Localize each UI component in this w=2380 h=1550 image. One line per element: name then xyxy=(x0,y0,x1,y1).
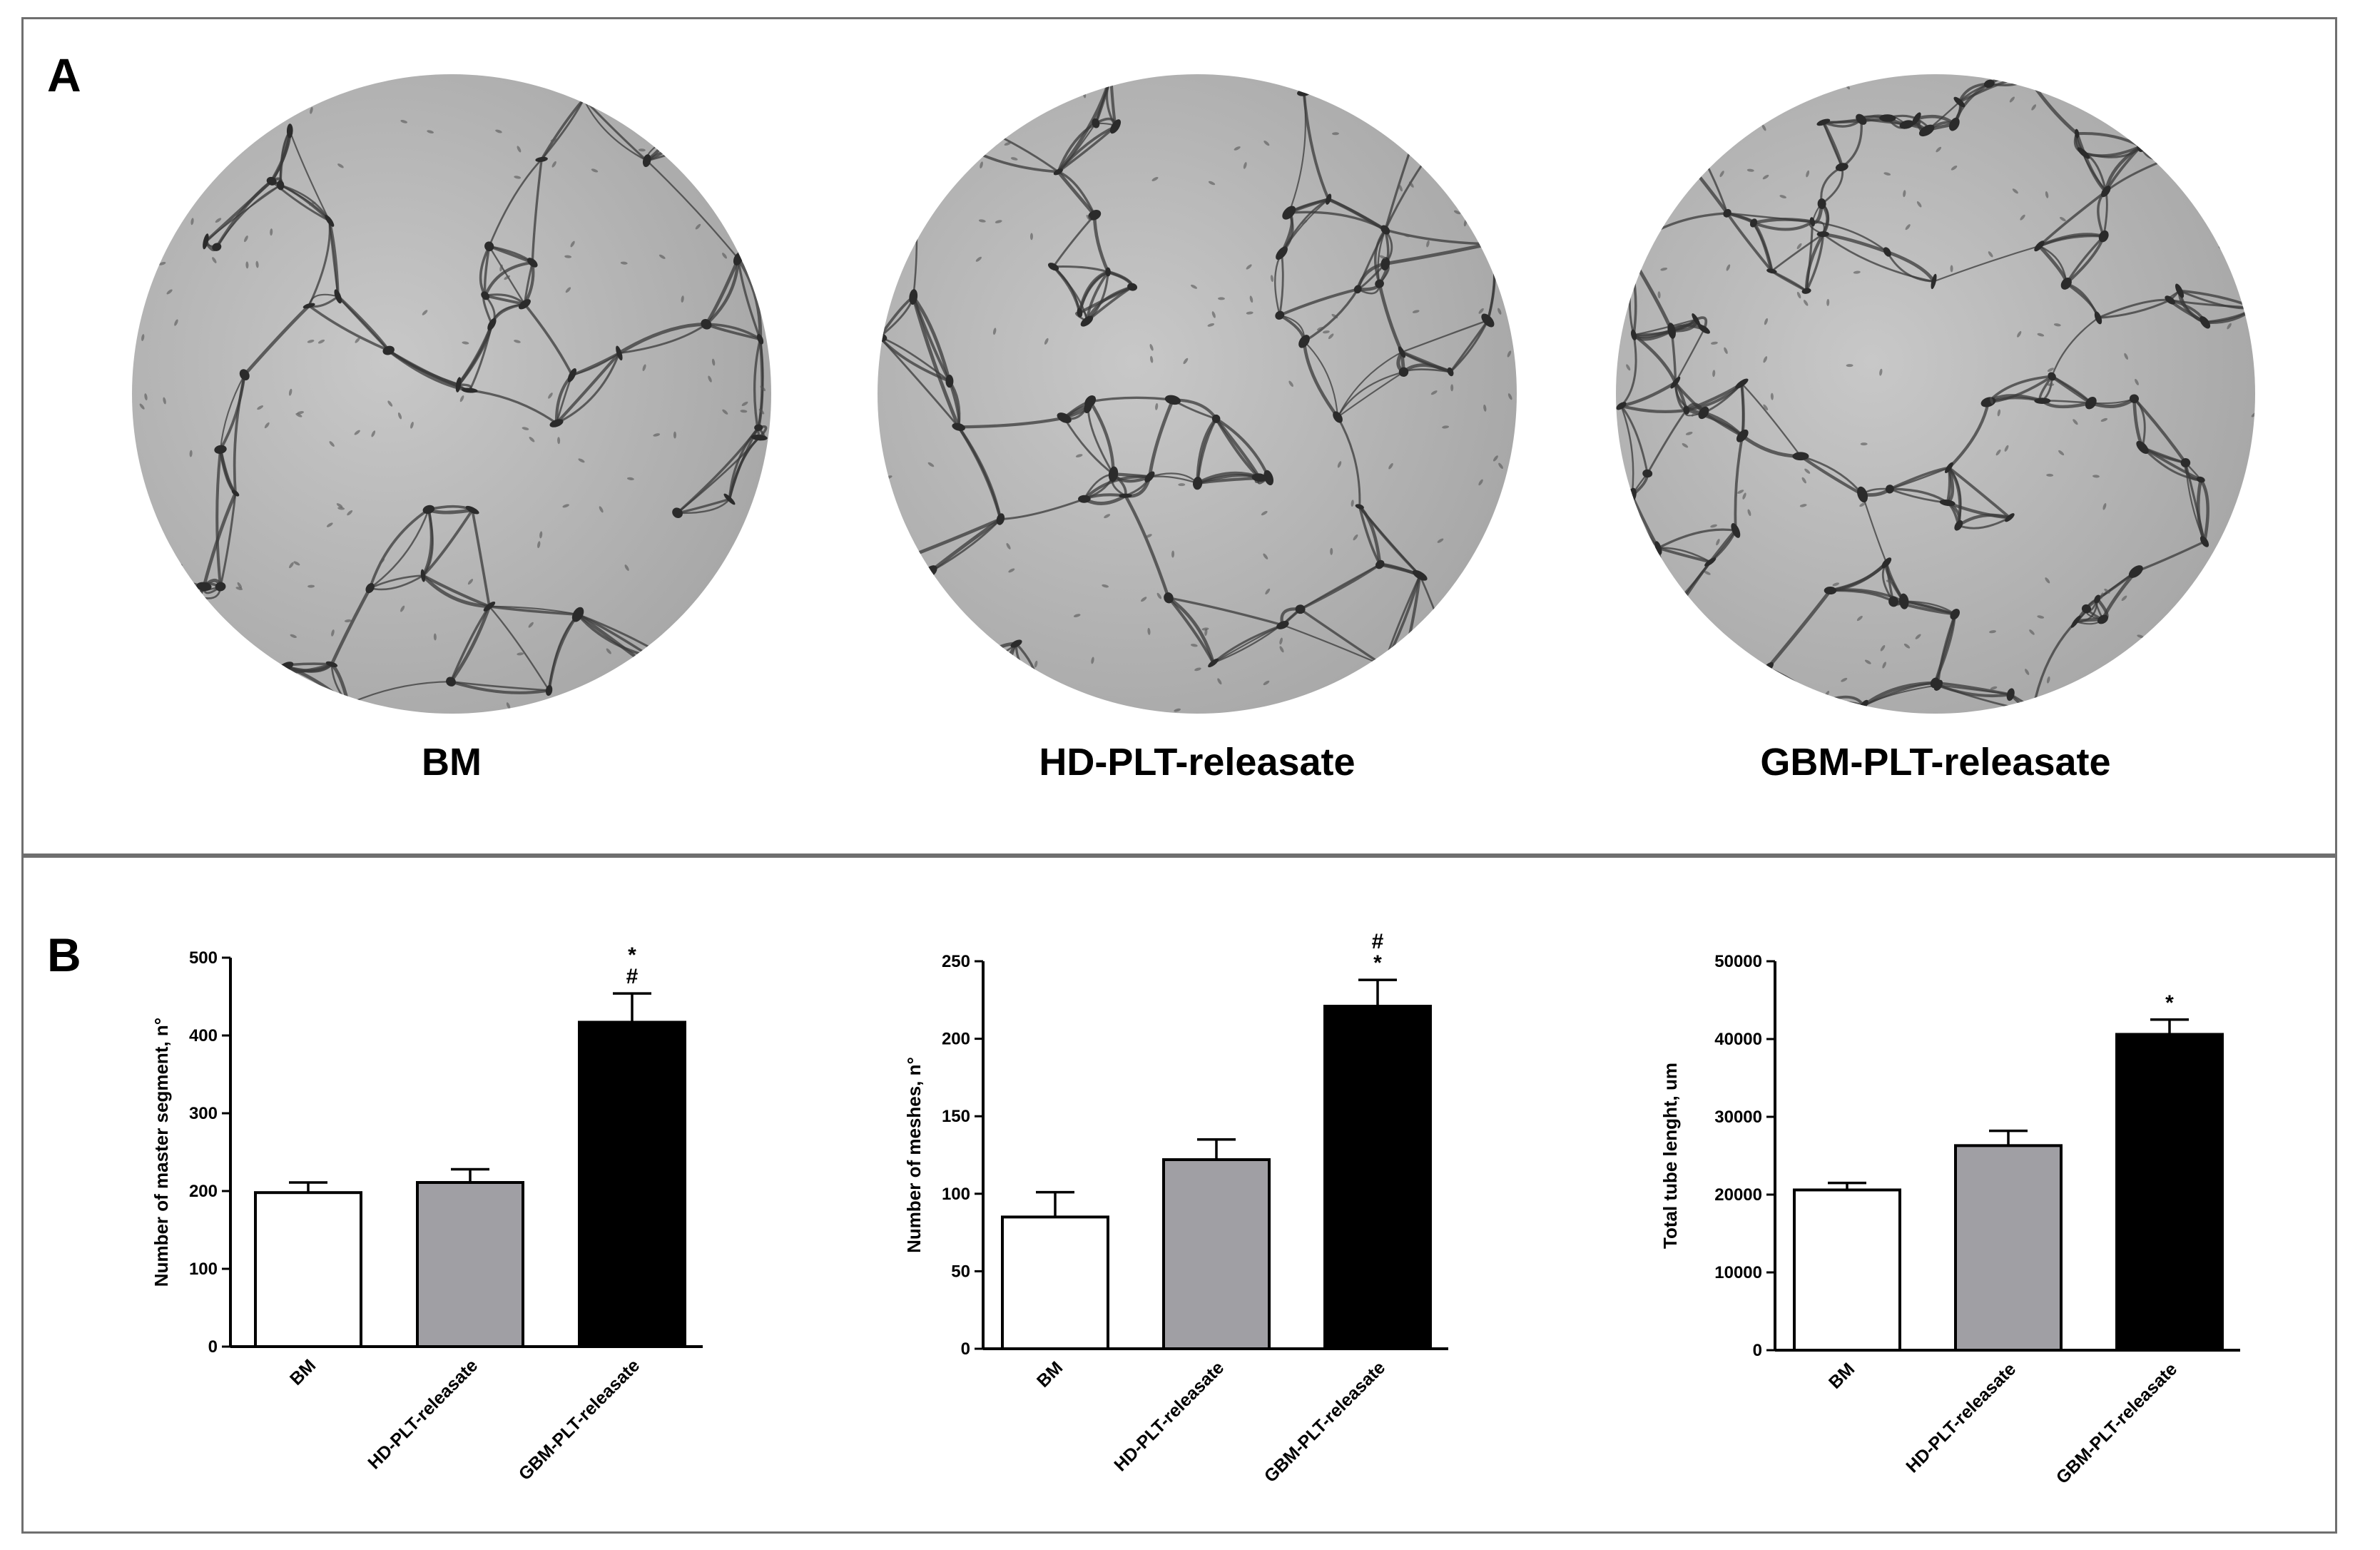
chart-tube-length: 0 10000 20000 30000 40000 50000 Total tube len… xyxy=(1622,901,2321,1514)
x-tick-label: GBM-PLT-releasate xyxy=(2053,1359,2182,1488)
panel-b-letter: B xyxy=(47,928,81,981)
x-tick-label: BM xyxy=(1033,1357,1067,1391)
y-tick-label: 100 xyxy=(942,1185,970,1204)
panel-a-letter: A xyxy=(47,49,81,101)
chart-meshes: 0 50 100 150 200 250 Number of meshes, n° BM HD-… xyxy=(880,901,1522,1514)
y-tick-label: 0 xyxy=(208,1337,218,1357)
y-tick-label: 200 xyxy=(189,1182,218,1201)
y-tick-label: 200 xyxy=(942,1030,970,1049)
y-tick-label: 300 xyxy=(189,1104,218,1123)
bar xyxy=(1793,1188,1901,1352)
x-tick-label: BM xyxy=(286,1355,320,1389)
plot-area: 0 100 200 300 400 500 Number of master segment… xyxy=(151,943,703,1484)
micrograph-gbm xyxy=(1614,73,2257,715)
y-tick-label: 400 xyxy=(189,1026,218,1045)
tube-formation-micrograph-icon xyxy=(878,74,1517,714)
micrograph-bm xyxy=(131,73,773,715)
y-tick-label: 50000 xyxy=(1714,952,1762,971)
y-tick-label: 150 xyxy=(942,1107,970,1126)
y-axis-label: Number of meshes, n° xyxy=(903,1057,925,1253)
plot-area: 0 50 100 150 200 250 Number of meshes, n° BM HD-… xyxy=(903,930,1448,1486)
y-tick-label: 40000 xyxy=(1714,1030,1762,1049)
y-tick-label: 0 xyxy=(961,1339,970,1359)
micrograph-label-gbm: GBM-PLT-releasate xyxy=(1760,741,2111,784)
significance-label: * xyxy=(628,943,636,967)
bar xyxy=(2115,1033,2224,1352)
bar xyxy=(1162,1158,1271,1350)
x-tick-label: BM xyxy=(1825,1359,1858,1392)
y-tick-label: 50 xyxy=(951,1262,970,1281)
panel-b: B 0 100 200 300 400 500 Number of master segme… xyxy=(21,856,2337,1534)
bar xyxy=(578,1020,686,1348)
x-tick-label: HD-PLT-releasate xyxy=(1902,1359,2020,1476)
y-axis-label: Total tube lenght, um xyxy=(1659,1063,1681,1249)
x-tick-label: GBM-PLT-releasate xyxy=(515,1355,644,1484)
bar xyxy=(1001,1215,1109,1350)
y-tick-label: 100 xyxy=(189,1260,218,1279)
x-tick-label: GBM-PLT-releasate xyxy=(1261,1357,1390,1486)
x-tick-label: HD-PLT-releasate xyxy=(364,1355,482,1473)
bar xyxy=(1954,1144,2063,1352)
bar xyxy=(1323,1004,1432,1350)
y-tick-label: 500 xyxy=(189,948,218,968)
panel-a: A BM HD-PLT-releasate GBM-PLT-releasate xyxy=(21,17,2337,856)
significance-label: # xyxy=(1372,930,1384,953)
significance-label: * xyxy=(1373,951,1382,975)
significance-label: * xyxy=(2165,991,2174,1015)
bar xyxy=(416,1181,524,1349)
y-tick-label: 10000 xyxy=(1714,1263,1762,1282)
y-tick-label: 20000 xyxy=(1714,1185,1762,1205)
y-tick-label: 0 xyxy=(1753,1341,1762,1360)
micrograph-label-bm: BM xyxy=(422,741,482,784)
y-axis-label: Number of master segment, n° xyxy=(151,1018,172,1287)
tube-formation-micrograph-icon xyxy=(132,74,771,714)
micrograph-label-hd: HD-PLT-releasate xyxy=(1039,741,1356,784)
plot-area: 0 10000 20000 30000 40000 50000 Total tube len… xyxy=(1659,952,2240,1488)
tube-formation-micrograph-icon xyxy=(1616,74,2255,714)
significance-label: # xyxy=(626,965,639,988)
bar xyxy=(254,1191,362,1348)
x-tick-label: HD-PLT-releasate xyxy=(1110,1357,1228,1475)
chart-master-segments: 0 100 200 300 400 500 Number of master segment… xyxy=(138,901,780,1514)
micrograph-hd xyxy=(876,73,1518,715)
y-tick-label: 250 xyxy=(942,952,970,971)
y-tick-label: 30000 xyxy=(1714,1108,1762,1127)
